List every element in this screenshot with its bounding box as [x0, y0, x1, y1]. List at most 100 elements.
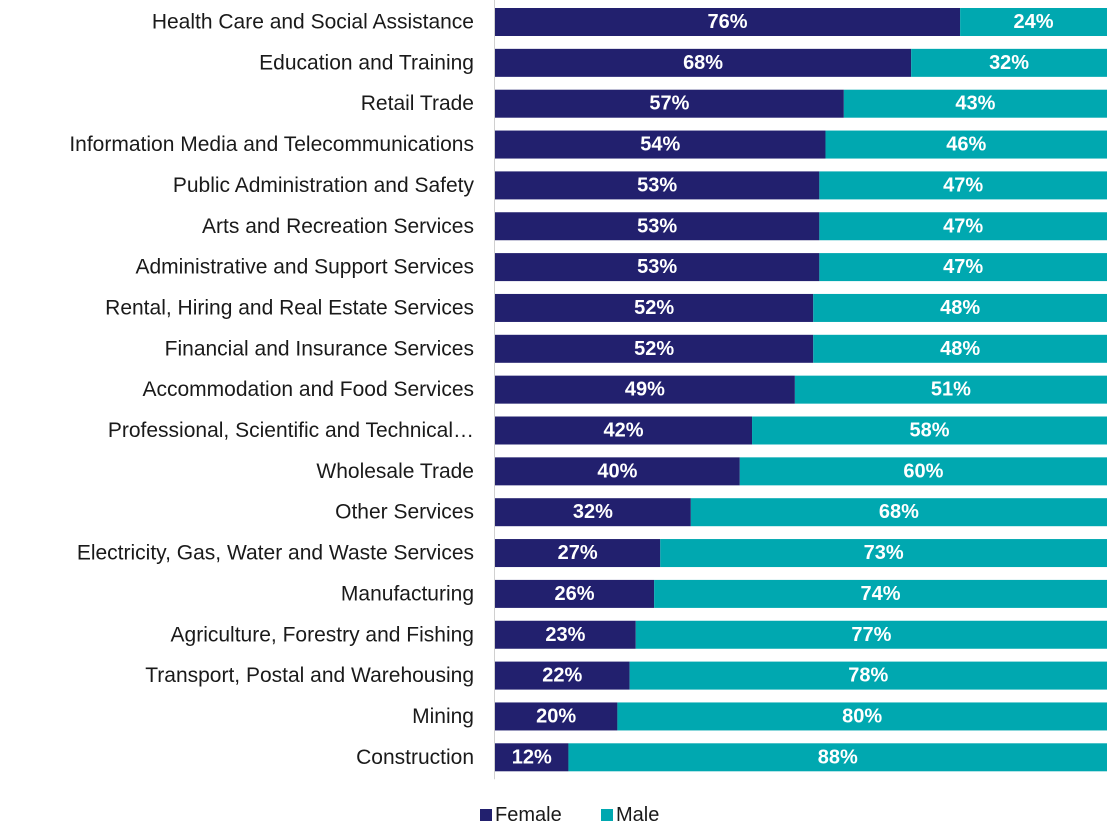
category-label-arts-and-recreation-services: Arts and Recreation Services	[202, 215, 474, 238]
bar-male-public-administration-and-safety	[819, 171, 1107, 200]
data-label-male-health-care-and-social-assistance: 24%	[1014, 11, 1054, 33]
legend-swatch-male	[601, 809, 613, 821]
category-label-administrative-and-support-services: Administrative and Support Services	[136, 256, 475, 279]
bar-male-other-services	[690, 498, 1107, 527]
data-label-male-retail-trade: 43%	[955, 93, 995, 115]
data-label-female-retail-trade: 57%	[649, 93, 689, 115]
bar-female-mining	[495, 702, 618, 731]
bar-male-rental-hiring-and-real-estate-services	[813, 293, 1107, 322]
data-label-male-other-services: 68%	[879, 501, 919, 523]
data-label-male-information-media-and-telecommunications: 46%	[946, 134, 986, 156]
data-label-female-health-care-and-social-assistance: 76%	[708, 11, 748, 33]
data-label-male-accommodation-and-food-services: 51%	[931, 379, 971, 401]
category-labels: Health Care and Social Assistance Educati…	[69, 11, 474, 769]
data-label-male-electricity-gas-water-and-waste-services: 73%	[864, 542, 904, 564]
data-label-female-professional-scientific-and-technical: 42%	[604, 420, 644, 442]
data-label-male-education-and-training: 32%	[989, 52, 1029, 74]
data-label-male-construction: 88%	[818, 746, 858, 768]
category-label-transport-postal-and-warehousing: Transport, Postal and Warehousing	[145, 664, 474, 687]
bar-male-electricity-gas-water-and-waste-services	[660, 539, 1107, 568]
data-label-female-accommodation-and-food-services: 49%	[625, 379, 665, 401]
data-label-female-mining: 20%	[536, 705, 576, 727]
category-label-financial-and-insurance-services: Financial and Insurance Services	[165, 337, 474, 360]
data-label-male-transport-postal-and-warehousing: 78%	[848, 665, 888, 687]
data-label-female-financial-and-insurance-services: 52%	[634, 338, 674, 360]
legend: Female Male	[480, 804, 659, 826]
bar-female-health-care-and-social-assistance	[495, 8, 961, 36]
bar-male-accommodation-and-food-services	[794, 375, 1107, 404]
data-label-male-financial-and-insurance-services: 48%	[940, 338, 980, 360]
bar-group: 76% 24% 68% 32% 57% 43% 54% 46% 53% 47% 53% 47% 53% 4…	[495, 8, 1107, 772]
category-label-wholesale-trade: Wholesale Trade	[316, 460, 474, 483]
bar-male-information-media-and-telecommunications	[825, 130, 1107, 159]
data-label-female-education-and-training: 68%	[683, 52, 723, 74]
data-label-female-manufacturing: 26%	[555, 583, 595, 605]
data-label-female-wholesale-trade: 40%	[597, 460, 637, 482]
category-label-manufacturing: Manufacturing	[341, 582, 474, 605]
legend-label-male: Male	[616, 804, 659, 826]
data-label-female-construction: 12%	[512, 746, 552, 768]
bar-male-agriculture-forestry-and-fishing	[635, 620, 1107, 649]
data-label-male-administrative-and-support-services: 47%	[943, 256, 983, 278]
bar-female-other-services	[495, 498, 691, 527]
data-label-female-other-services: 32%	[573, 501, 613, 523]
category-label-professional-scientific-and-technical: Professional, Scientific and Technical…	[108, 419, 474, 442]
data-label-male-public-administration-and-safety: 47%	[943, 174, 983, 196]
bar-female-agriculture-forestry-and-fishing	[495, 620, 636, 649]
bar-female-wholesale-trade	[495, 457, 740, 486]
bar-male-mining	[617, 702, 1107, 731]
category-label-other-services: Other Services	[335, 501, 474, 524]
category-label-information-media-and-telecommunications: Information Media and Telecommunications	[69, 133, 474, 156]
bar-female-rental-hiring-and-real-estate-services	[495, 293, 814, 322]
legend-swatch-female	[480, 809, 492, 821]
data-label-female-rental-hiring-and-real-estate-services: 52%	[634, 297, 674, 319]
bar-male-transport-postal-and-warehousing	[629, 661, 1107, 690]
bar-male-health-care-and-social-assistance	[960, 8, 1107, 36]
bar-male-arts-and-recreation-services	[819, 212, 1107, 241]
bar-male-manufacturing	[654, 579, 1107, 608]
category-label-accommodation-and-food-services: Accommodation and Food Services	[143, 378, 475, 401]
data-label-female-agriculture-forestry-and-fishing: 23%	[545, 624, 585, 646]
category-label-health-care-and-social-assistance: Health Care and Social Assistance	[152, 11, 474, 34]
bar-male-financial-and-insurance-services	[813, 334, 1107, 363]
data-label-female-electricity-gas-water-and-waste-services: 27%	[558, 542, 598, 564]
bar-female-accommodation-and-food-services	[495, 375, 795, 404]
bar-male-construction	[568, 743, 1107, 772]
bar-male-professional-scientific-and-technical	[752, 416, 1107, 445]
bar-female-construction	[495, 743, 569, 772]
bar-male-education-and-training	[911, 48, 1107, 77]
bar-female-arts-and-recreation-services	[495, 212, 820, 241]
category-label-construction: Construction	[356, 746, 474, 769]
category-label-public-administration-and-safety: Public Administration and Safety	[173, 174, 475, 197]
bar-female-electricity-gas-water-and-waste-services	[495, 539, 661, 568]
bar-female-transport-postal-and-warehousing	[495, 661, 630, 690]
data-label-female-arts-and-recreation-services: 53%	[637, 215, 677, 237]
data-label-male-mining: 80%	[842, 705, 882, 727]
bar-female-manufacturing	[495, 579, 655, 608]
data-label-female-public-administration-and-safety: 53%	[637, 174, 677, 196]
bar-male-administrative-and-support-services	[819, 253, 1107, 282]
data-label-male-arts-and-recreation-services: 47%	[943, 215, 983, 237]
data-label-male-rental-hiring-and-real-estate-services: 48%	[940, 297, 980, 319]
bar-female-information-media-and-telecommunications	[495, 130, 826, 159]
category-label-mining: Mining	[412, 705, 474, 728]
data-label-female-information-media-and-telecommunications: 54%	[640, 134, 680, 156]
category-label-agriculture-forestry-and-fishing: Agriculture, Forestry and Fishing	[171, 623, 474, 646]
bar-female-professional-scientific-and-technical	[495, 416, 753, 445]
bar-female-education-and-training	[495, 48, 912, 77]
bar-male-retail-trade	[843, 89, 1107, 118]
bar-male-wholesale-trade	[739, 457, 1107, 486]
bar-female-retail-trade	[495, 89, 844, 118]
category-label-retail-trade: Retail Trade	[361, 92, 474, 115]
bar-female-administrative-and-support-services	[495, 253, 820, 282]
bar-female-financial-and-insurance-services	[495, 334, 814, 363]
category-label-education-and-training: Education and Training	[259, 51, 474, 74]
data-label-male-agriculture-forestry-and-fishing: 77%	[851, 624, 891, 646]
legend-label-female: Female	[495, 804, 562, 826]
data-label-male-professional-scientific-and-technical: 58%	[910, 420, 950, 442]
data-label-male-wholesale-trade: 60%	[903, 460, 943, 482]
data-label-male-manufacturing: 74%	[861, 583, 901, 605]
data-label-female-administrative-and-support-services: 53%	[637, 256, 677, 278]
